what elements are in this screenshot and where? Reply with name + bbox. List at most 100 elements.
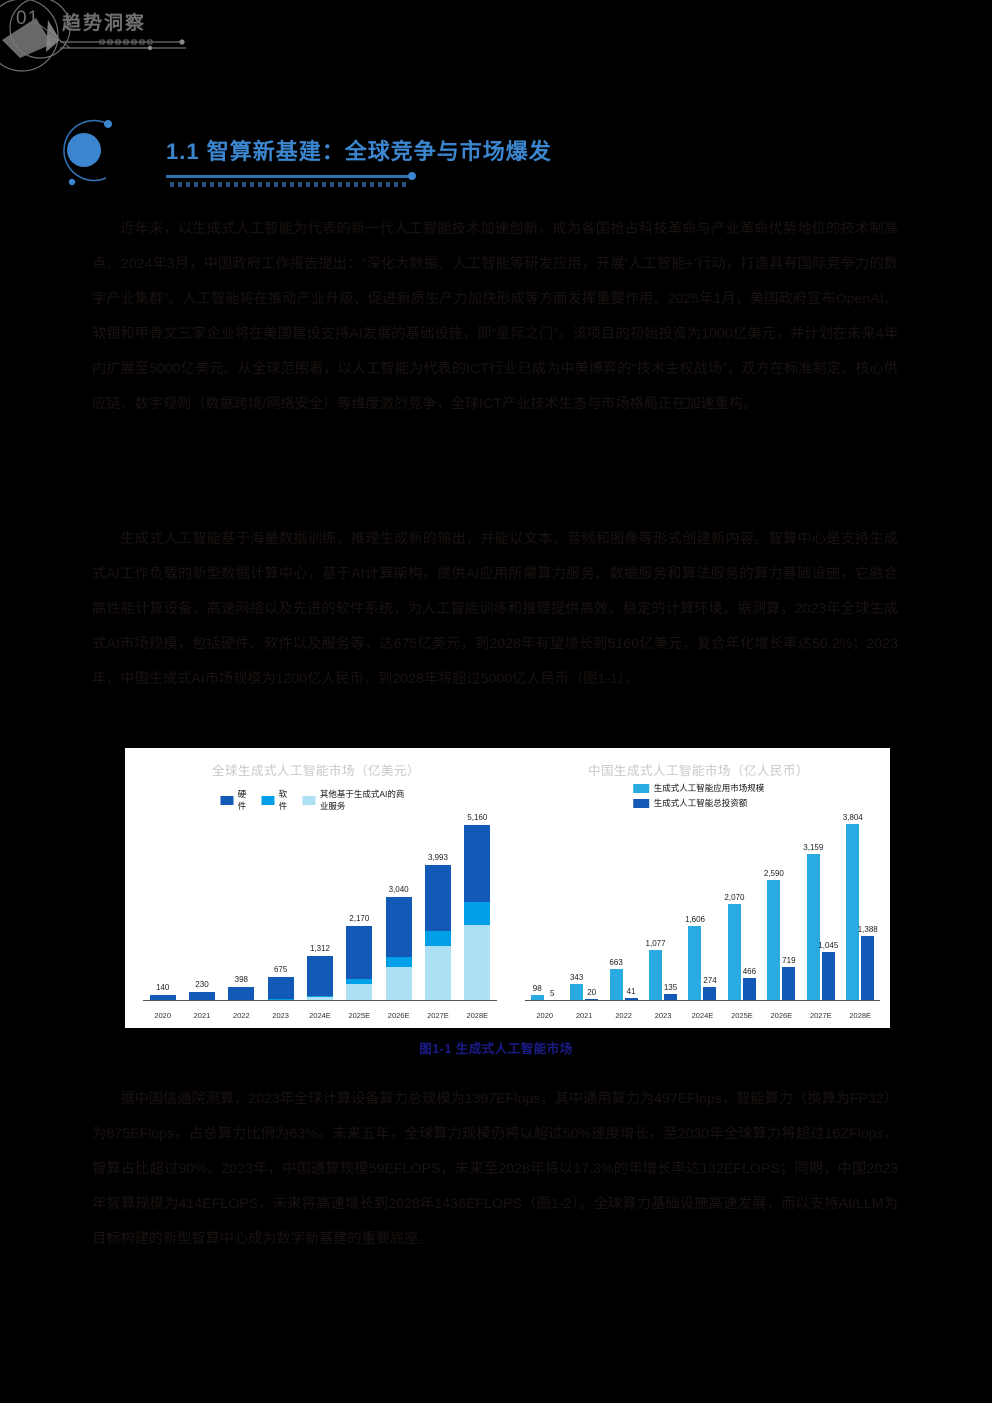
bar-value-label: 466 <box>742 967 757 977</box>
chart-global-title: 全球生成式人工智能市场（亿美元） <box>211 764 420 778</box>
bar-segment-hardware <box>188 992 215 1000</box>
stacked-bar <box>385 896 412 1000</box>
legend-label-total-investment: 生成式人工智能总投资额 <box>653 798 748 808</box>
stacked-bar <box>464 824 491 1000</box>
bar-group: 3,040 <box>379 810 418 1000</box>
bar-group: 2,590 719 <box>762 810 801 1000</box>
bar-segment-hardware <box>228 986 255 1000</box>
paragraph-1: 近年来，以生成式人工智能为代表的新一代人工智能技术加速创新，成为各国抢占科技革命… <box>92 221 898 412</box>
bar-segment-software <box>346 978 373 985</box>
bar-group: 1,606 274 <box>683 810 722 1000</box>
bar-app-market: 1,606 <box>685 915 705 1000</box>
bar-value-label: 98 <box>532 984 542 994</box>
chart-global-plot: 140 230 398 675 1,312 2,170 3,040 3,993 5,160 <box>143 810 497 1000</box>
chart-china-plot: 98 5 343 20 663 41 1,077 135 1,606 274 2,070 466 2,5… <box>525 810 880 1000</box>
legend-item-total-investment: 生成式人工智能总投资额 <box>632 797 765 809</box>
figure-1-1: 全球生成式人工智能市场（亿美元） 硬件 软件 其他基于生成式AI的商业服务 14… <box>125 748 890 1028</box>
bar-group: 663 41 <box>604 810 643 1000</box>
bar-segment-hardware <box>306 955 333 996</box>
bar-value-label: 3,040 <box>388 884 409 894</box>
header-decoration-svg <box>0 0 186 72</box>
bar-value-label: 5 <box>549 988 555 998</box>
bar-group: 98 5 <box>525 810 564 1000</box>
chart-china-legend: 生成式人工智能应用市场规模 生成式人工智能总投资额 <box>632 782 765 812</box>
xaxis-tick: 2020 <box>536 1011 554 1020</box>
title-end-dot <box>408 172 416 180</box>
bar-total-investment: 41 <box>624 987 638 1000</box>
bar-group: 3,159 1,045 <box>801 810 840 1000</box>
bar-value-label: 2,170 <box>349 914 370 924</box>
bar-segment-hardware <box>149 995 176 1000</box>
bar-segment-hardware <box>346 926 373 979</box>
stacked-bar <box>306 955 333 1000</box>
chapter-number: 01 <box>16 8 40 29</box>
bar-segment-services <box>385 966 412 1000</box>
stacked-bar <box>228 986 255 1000</box>
bar-app-market: 663 <box>609 958 623 1000</box>
bar-total-investment: 466 <box>743 967 756 1000</box>
bar-value-label: 274 <box>703 976 717 986</box>
bar-group: 343 20 <box>564 810 603 1000</box>
bar-app-market: 3,159 <box>803 843 823 1000</box>
bar-segment-hardware <box>385 896 412 957</box>
bar-value-label: 2,590 <box>763 868 784 878</box>
bar-value-label: 5,160 <box>467 812 488 822</box>
bar-app-market: 2,070 <box>724 893 744 1000</box>
bar-value-label: 140 <box>155 983 170 993</box>
bar-value-label: 1,312 <box>309 943 330 953</box>
paragraph-2: 生成式人工智能基于海量数据训练、推理生成新的输出，并能以文本、音频和图像等形式创… <box>92 531 898 687</box>
xaxis-tick: 2024E <box>691 1011 714 1020</box>
chart-china-axis <box>525 1000 880 1001</box>
bar-segment-hardware <box>267 977 294 1000</box>
page-header-ornament: 01 趋势洞察 <box>0 0 320 75</box>
stacked-bar <box>267 977 294 1000</box>
bar-value-label: 663 <box>609 958 623 968</box>
bar-segment-hardware <box>464 824 491 902</box>
section-title-block: 1.1 智算新基建：全球竞争与市场爆发 <box>48 112 948 190</box>
xaxis-tick: 2025E <box>731 1011 753 1020</box>
legend-item-services: 其他基于生成式AI的商业服务 <box>302 788 412 812</box>
bar-group: 3,804 1,388 <box>841 810 880 1000</box>
bar-value-label: 230 <box>195 980 209 990</box>
legend-swatch-services <box>302 795 316 805</box>
bar-segment-services <box>424 946 451 1000</box>
legend-swatch-total-investment <box>632 798 649 808</box>
bar-value-label: 343 <box>569 973 584 983</box>
bar-value-label: 3,159 <box>803 842 824 852</box>
bar-app-market: 98 <box>530 984 544 1000</box>
bar-value-label: 1,606 <box>684 914 705 924</box>
bar-value-label: 398 <box>234 974 248 984</box>
chart-china-market: 中国生成式人工智能市场（亿人民币） 生成式人工智能应用市场规模 生成式人工智能总… <box>507 748 890 1028</box>
bar-group: 2,070 466 <box>722 810 761 1000</box>
figure-caption: 图1-1 生成式人工智能市场 <box>419 1042 573 1056</box>
xaxis-tick: 2023 <box>654 1011 672 1020</box>
xaxis-tick: 2027E <box>427 1011 449 1020</box>
stacked-bar <box>188 992 215 1000</box>
bar-segment-software <box>385 956 412 967</box>
xaxis-tick: 2020 <box>154 1011 171 1020</box>
bar-group: 398 <box>222 810 261 1000</box>
paragraph-3: 据中国信通院测算，2023年全球计算设备算力总规模为1397EFlops，其中通… <box>92 1091 898 1247</box>
bar-value-label: 675 <box>273 965 288 975</box>
chart-china-xaxis-labels: 2020 2021 2022 2023 2024E 2025E 2026E 2027E 2028… <box>525 1011 880 1020</box>
bar-total-investment: 135 <box>664 983 677 1000</box>
bar-value-label: 41 <box>626 987 636 997</box>
bar-value-label: 2,070 <box>724 893 745 903</box>
page-title: 1.1 智算新基建：全球竞争与市场爆发 <box>166 139 552 164</box>
xaxis-tick: 2025E <box>348 1011 371 1020</box>
chart-global-xaxis-labels: 2020 2021 2022 2023 2024E 2025E 2026E 2027E 2028… <box>143 1011 497 1020</box>
bar-value-label: 20 <box>587 988 597 998</box>
bar-group: 1,077 135 <box>643 810 682 1000</box>
stacked-bar <box>149 995 176 1000</box>
legend-label-services: 其他基于生成式AI的商业服务 <box>319 789 405 811</box>
bar-segment-services <box>306 997 333 1000</box>
bar-segment-services <box>464 925 491 1000</box>
legend-label-hardware: 硬件 <box>237 789 247 811</box>
bar-value-label: 3,804 <box>842 812 863 822</box>
chart-global-market: 全球生成式人工智能市场（亿美元） 硬件 软件 其他基于生成式AI的商业服务 14… <box>125 748 507 1028</box>
bar-group: 5,160 <box>458 810 497 1000</box>
stacked-bar <box>346 926 373 1000</box>
xaxis-tick: 2022 <box>232 1011 250 1020</box>
bar-total-investment: 1,388 <box>858 925 878 1000</box>
bar-group: 140 <box>143 810 182 1000</box>
